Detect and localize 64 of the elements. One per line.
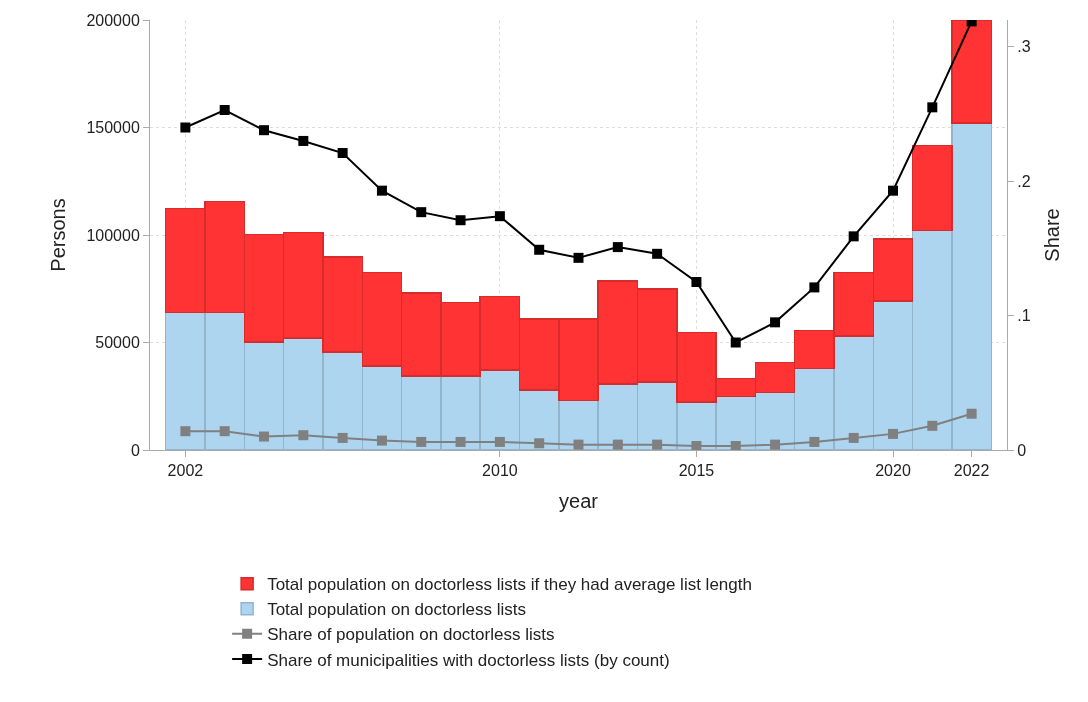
point [652,248,663,259]
point [888,185,898,196]
y2-axis-title: Share [1041,208,1064,262]
legend-label: Total population on doctorless lists if they had average list length [267,575,752,595]
y-axis-title: Persons [46,198,69,272]
point [770,439,781,450]
point [612,242,623,253]
point [494,436,505,447]
point [534,438,545,449]
point [848,432,859,443]
point [927,102,938,113]
point [888,428,898,439]
x-tick-label: 2010 [482,462,518,480]
point [376,435,387,446]
point [298,135,309,146]
y-tick-label: 50000 [95,334,140,352]
point [652,439,663,450]
point [376,185,387,196]
point [966,408,977,419]
point [809,436,820,447]
point [612,439,623,450]
x-tick-label: 2002 [167,462,204,480]
point [691,440,702,450]
bar [951,20,993,124]
y-tick-label: 150000 [86,119,140,137]
x-tick-label: 2020 [875,462,911,480]
bar [911,144,953,232]
point [180,426,191,437]
point [770,317,781,328]
x-axis-title: year [559,489,599,512]
legend-label: Share of population on doctorless lists [267,625,555,645]
point [691,277,702,288]
point [455,436,466,447]
point [259,125,269,136]
point [219,426,230,437]
point [259,431,269,442]
y-tick-label: 200000 [86,11,140,29]
legend-label: Share of municipalities with doctorless lists (by count) [267,650,670,670]
point [573,252,584,263]
point [337,432,348,443]
point [416,436,427,447]
y-tick-label: 0 [130,441,140,459]
point [416,207,427,218]
point [298,430,309,441]
point [337,148,348,159]
point [180,122,191,133]
point [534,244,545,255]
y2-tick-label: .1 [1017,307,1031,325]
x-tick-label: 2022 [953,462,990,480]
point [927,420,938,431]
y2-tick-label: .3 [1017,38,1031,56]
point [730,440,741,450]
y2-tick-label: 0 [1017,441,1027,459]
x-tick-label: 2015 [678,462,715,480]
y2-tick-label: .2 [1017,172,1031,190]
y-tick-label: 100000 [86,226,140,244]
legend-label: Total population on doctorless lists [267,600,527,620]
point [809,282,820,293]
point [573,439,584,450]
point [455,215,466,226]
point [848,231,859,242]
point [494,211,505,222]
point [219,105,230,116]
point [730,337,741,348]
